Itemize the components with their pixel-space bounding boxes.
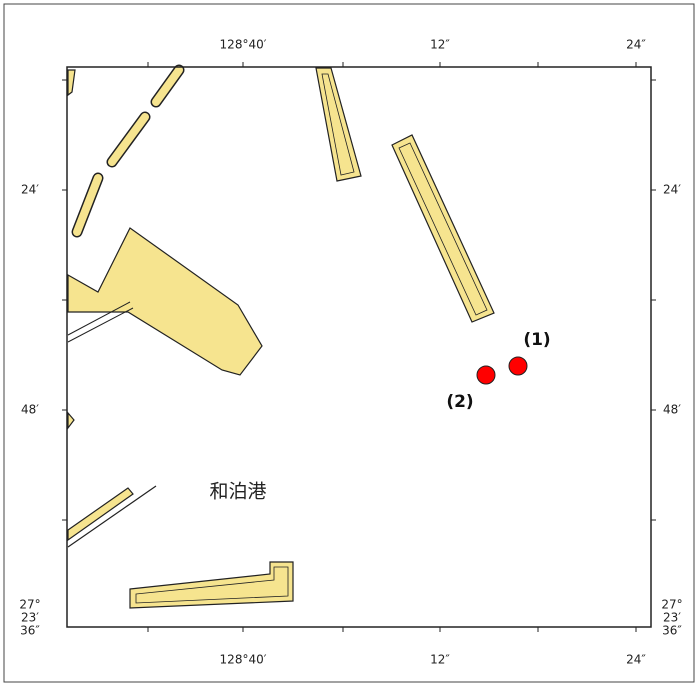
bottom-label: 24″: [626, 653, 646, 667]
outer-frame: [3, 3, 695, 683]
corner-label: 23′: [663, 611, 681, 625]
left-label: 48′: [21, 403, 39, 417]
bottom-label: 12″: [430, 653, 450, 667]
point-label: (2): [446, 392, 473, 412]
corner-label: 23′: [21, 611, 39, 625]
ticks: [62, 62, 656, 632]
corner-label: 36″: [20, 624, 40, 638]
corner-label: 36″: [662, 624, 682, 638]
bottom-label: 128°40′: [220, 653, 267, 667]
right-label: 24′: [663, 183, 681, 197]
right-label: 48′: [663, 403, 681, 417]
top-label: 24″: [626, 38, 646, 52]
top-label: 12″: [430, 38, 450, 52]
corner-label: 27°: [19, 598, 40, 612]
point-marker: [476, 365, 496, 385]
place-label: 和泊港: [209, 481, 266, 503]
map-frame: [66, 66, 652, 628]
top-label: 128°40′: [220, 38, 267, 52]
point-label: (1): [523, 330, 550, 350]
corner-label: 27°: [661, 598, 682, 612]
land-areas: [67, 64, 495, 609]
left-label: 24′: [21, 183, 39, 197]
point-marker: [508, 356, 528, 376]
